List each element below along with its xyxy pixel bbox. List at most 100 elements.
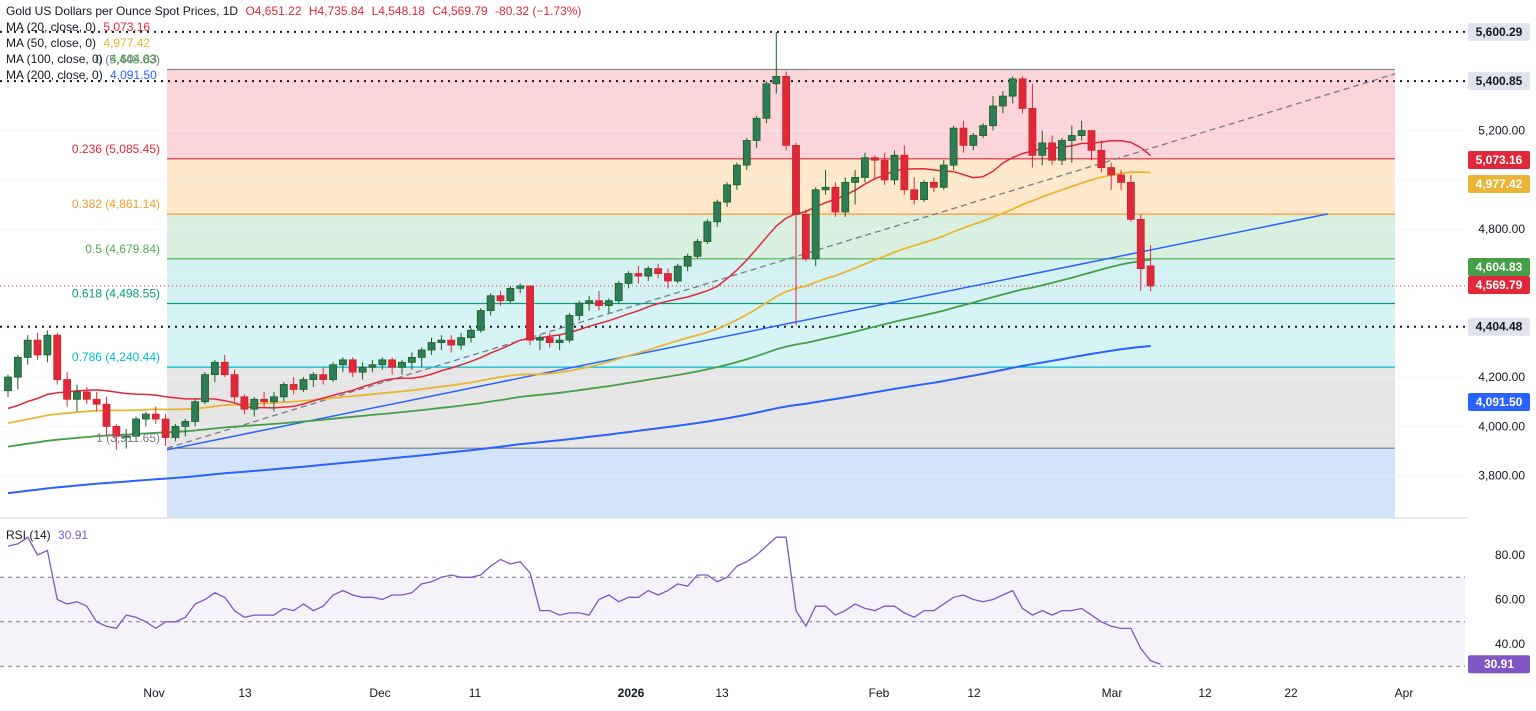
candle [979,123,988,138]
candle [92,391,101,412]
candle-body [348,359,357,373]
rsi-label: RSI (14) [6,528,51,542]
axis-background [1468,0,1536,711]
candle [53,332,62,385]
candle-body [240,396,249,410]
candle-body [1077,130,1086,136]
candle [526,285,534,346]
time-tick-label: 12 [1198,686,1212,700]
candle-body [220,361,229,376]
close-value: C4,569.79 [432,4,488,18]
candle-body [23,339,32,358]
rsi-legend[interactable]: RSI (14) 30.91 [6,528,88,542]
ma50-value: 4,977.42 [103,36,151,50]
time-tick-label: Dec [369,686,390,700]
price-tick-label: 4,000.00 [1478,419,1525,433]
candle-body [260,398,269,403]
candle-body [467,329,475,339]
fib-label: 0.382 (4,861.14) [72,197,160,211]
candle [279,382,288,402]
candle [1077,120,1086,141]
time-tick-label: 13 [715,686,729,700]
candle [595,290,603,311]
candle-body [1136,218,1145,270]
price-axis[interactable]: 5,200.005,000.004,800.004,600.004,400.00… [1468,0,1536,711]
candle [447,335,456,353]
candle [1058,137,1066,166]
candle-body [585,300,594,304]
ma-tag [1468,175,1530,193]
candle-body [654,268,662,274]
candle-body [604,300,613,307]
time-tick-label: Feb [869,686,890,700]
candle-body [486,295,495,311]
candle [1107,162,1116,190]
candle [949,125,958,171]
ma-tag-label: 4,569.79 [1476,278,1523,292]
candle [1038,130,1047,166]
candle-body [73,391,81,400]
candle [930,177,938,193]
fib-label: 0 (5,448.03) [95,52,160,66]
candle [851,170,859,205]
candle [624,271,633,289]
candle [920,179,928,203]
open-value: O4,651.22 [245,4,302,18]
ma20-legend[interactable]: MA (20, close, 0) 5,073.16 [6,20,150,34]
candle [132,416,140,439]
candle [171,423,180,442]
candle-body [92,398,101,405]
candle-body [161,418,170,438]
candle [673,263,682,284]
price-tick-label: 5,200.00 [1478,124,1525,138]
candle-body [368,364,377,368]
candle [752,115,761,148]
candle-body [792,144,800,215]
candle-body [851,177,859,183]
level-tag [1468,22,1530,41]
candle-body [595,300,603,307]
candle [161,414,170,447]
candle [378,357,387,370]
time-axis[interactable]: Nov 13 Dec 11 2026 13 Feb 12 Mar 12 22 Apr [143,686,1413,700]
candle [654,263,662,279]
time-tick-label: 13 [238,686,252,700]
candle [1067,125,1076,163]
time-tick-label: 11 [469,686,482,700]
candle [762,81,771,124]
candle [417,347,426,368]
candle [73,384,81,412]
price-tick-label: 4,200.00 [1478,370,1525,384]
candle-body [141,413,150,420]
change-value: -80.32 (−1.73%) [495,4,582,18]
candle-body [289,384,298,390]
price-tick-label: 4,800.00 [1478,222,1525,236]
candle [250,396,259,417]
candle-body [959,127,968,146]
candle-body [811,189,820,260]
horizontal-levels[interactable] [0,30,1465,328]
candle-body [122,435,131,438]
candle-body [861,157,869,178]
ma50-legend[interactable]: MA (50, close, 0) 4,977.42 [6,36,150,50]
ma100-legend[interactable]: MA (100, close, 0) 4,604.83 [6,52,157,66]
candle [398,359,406,375]
ma200-legend[interactable]: MA (200, close, 0) 4,091.50 [6,68,157,82]
candle-body [319,374,328,380]
candle-body [634,273,643,277]
candle-body [998,95,1007,107]
candle-body [171,425,180,438]
candle-body [407,356,416,363]
candle-body [733,164,741,186]
candle [861,152,869,183]
trend-lines[interactable] [166,73,1396,451]
diagonal-fib-line [166,73,1396,449]
candle-body [644,268,653,277]
candle [63,372,71,407]
candle [565,313,574,343]
candle-body [476,310,485,331]
ma-tag [1468,393,1530,411]
ma200-label: MA (200, close, 0) [6,68,103,82]
candle-body [536,337,544,341]
